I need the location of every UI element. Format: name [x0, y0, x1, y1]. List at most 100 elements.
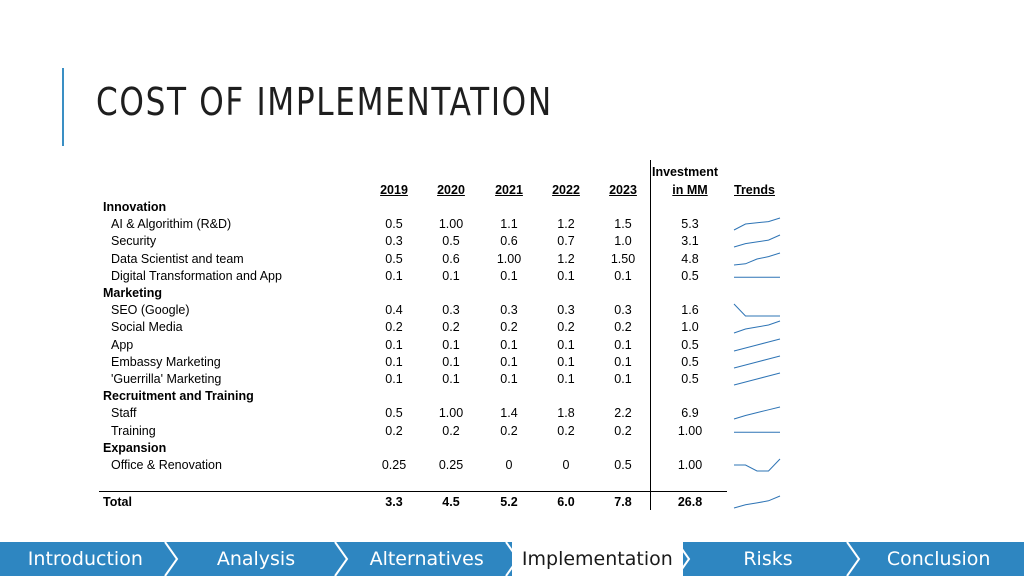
- trend-sparkline: [734, 431, 780, 433]
- nav-item-conclusion[interactable]: Conclusion: [886, 548, 991, 570]
- total-value: 7.8: [614, 495, 632, 509]
- row-value: 1.00: [438, 217, 464, 232]
- row-label: Data Scientist and team: [111, 251, 244, 266]
- row-label: App: [111, 337, 134, 352]
- row-value: 0.5: [442, 234, 460, 249]
- header-year: 2023: [609, 183, 637, 197]
- row-value: 0: [562, 458, 570, 472]
- row-investment: 0.5: [681, 354, 699, 369]
- row-label: SEO (Google): [111, 303, 190, 318]
- row-value: 0.2: [442, 423, 460, 438]
- row-value: 0.25: [381, 458, 407, 472]
- row-value: 1.2: [557, 217, 575, 232]
- row-value: 0.1: [385, 372, 403, 386]
- row-value: 0.3: [500, 303, 518, 318]
- trend-sparkline: [733, 252, 781, 266]
- row-value: 0.2: [614, 423, 632, 438]
- row-value: 0.2: [557, 320, 575, 335]
- trend-sparkline-line: [733, 234, 781, 248]
- row-value: 2.2: [614, 406, 632, 421]
- row-value: 0.5: [614, 458, 632, 472]
- row-value: 0.2: [385, 320, 403, 335]
- row-value: 1.50: [610, 251, 636, 266]
- row-value: 1.8: [557, 406, 575, 421]
- row-value: 0.4: [385, 303, 403, 318]
- row-value: 1.0: [614, 234, 632, 249]
- trend-sparkline-line: [733, 320, 781, 334]
- trend-sparkline-line: [733, 355, 781, 369]
- row-value: 0.1: [614, 354, 632, 369]
- row-value: 0.1: [557, 268, 575, 283]
- row-value: 1.5: [614, 217, 632, 232]
- row-label: AI & Algorithim (R&D): [111, 217, 232, 232]
- trend-sparkline: [734, 276, 780, 278]
- row-label: Training: [111, 423, 156, 438]
- trend-sparkline-total-line: [733, 495, 781, 509]
- trend-sparkline: [734, 458, 781, 472]
- total-investment: 26.8: [677, 495, 703, 509]
- total-label: Total: [103, 495, 132, 509]
- row-value: 0.1: [614, 337, 632, 352]
- trend-sparkline: [733, 320, 781, 334]
- row-value: 0.3: [614, 303, 632, 318]
- row-investment: 3.1: [681, 234, 699, 249]
- trend-sparkline: [733, 372, 781, 386]
- row-value: 0: [505, 458, 513, 472]
- group-heading: Expansion: [103, 440, 167, 455]
- row-value: 0.1: [500, 337, 518, 352]
- row-value: 0.3: [442, 303, 460, 318]
- row-investment: 0.5: [681, 337, 699, 352]
- row-label: Security: [111, 234, 157, 249]
- trend-sparkline: [733, 234, 781, 248]
- total-value: 5.2: [500, 495, 518, 509]
- row-value: 0.7: [557, 234, 575, 249]
- row-value: 0.3: [385, 234, 403, 249]
- title-accent-bar: [62, 68, 64, 146]
- row-value: 0.1: [385, 268, 403, 283]
- row-value: 0.1: [614, 372, 632, 386]
- trend-sparkline-line: [733, 372, 781, 386]
- nav-item-risks[interactable]: Risks: [743, 548, 793, 570]
- nav-item-introduction[interactable]: Introduction: [27, 548, 143, 570]
- row-value: 0.5: [385, 251, 403, 266]
- row-investment: 1.00: [677, 423, 703, 438]
- row-label: 'Guerrilla' Marketing: [111, 372, 222, 386]
- group-heading: Recruitment and Training: [103, 389, 254, 404]
- group-heading: Marketing: [103, 286, 163, 300]
- row-value: 1.1: [500, 217, 518, 232]
- trend-sparkline: [733, 303, 780, 317]
- row-value: 0.5: [385, 406, 403, 421]
- total-value: 3.3: [385, 495, 403, 509]
- row-value: 0.2: [385, 423, 403, 438]
- row-value: 0.1: [442, 354, 460, 369]
- trend-sparkline-line: [734, 458, 781, 472]
- nav-chevron-icon: [846, 542, 861, 576]
- trend-sparkline-line: [733, 406, 781, 420]
- row-label: Digital Transformation and App: [111, 268, 282, 283]
- row-investment: 0.5: [681, 268, 699, 283]
- nav-item-analysis[interactable]: Analysis: [216, 548, 296, 570]
- row-value: 0.1: [557, 372, 575, 386]
- row-value: 0.2: [614, 320, 632, 335]
- header-year: 2019: [380, 183, 408, 197]
- row-value: 0.1: [442, 337, 460, 352]
- nav-chevron-icon: [675, 542, 690, 576]
- cost-table: Investment in MM Trends 2019 2020 2021 2022 202…: [99, 160, 781, 510]
- nav-item-implementation[interactable]: Implementation: [512, 542, 683, 576]
- row-value: 0.6: [442, 251, 460, 266]
- row-value: 0.1: [557, 337, 575, 352]
- row-value: 1.00: [438, 406, 464, 421]
- row-value: 1.00: [496, 251, 522, 266]
- trend-sparkline: [733, 338, 781, 352]
- nav-item-alternatives[interactable]: Alternatives: [369, 548, 484, 570]
- row-value: 0.1: [385, 337, 403, 352]
- header-year: 2022: [552, 183, 580, 197]
- row-value: 0.2: [557, 423, 575, 438]
- row-label: Social Media: [111, 320, 183, 335]
- row-value: 0.1: [442, 268, 460, 283]
- row-value: 0.1: [500, 354, 518, 369]
- header-year: 2020: [437, 183, 465, 197]
- row-investment: 1.00: [677, 458, 703, 472]
- header-investment-unit: in MM: [672, 183, 708, 197]
- header-investment: Investment: [652, 165, 718, 179]
